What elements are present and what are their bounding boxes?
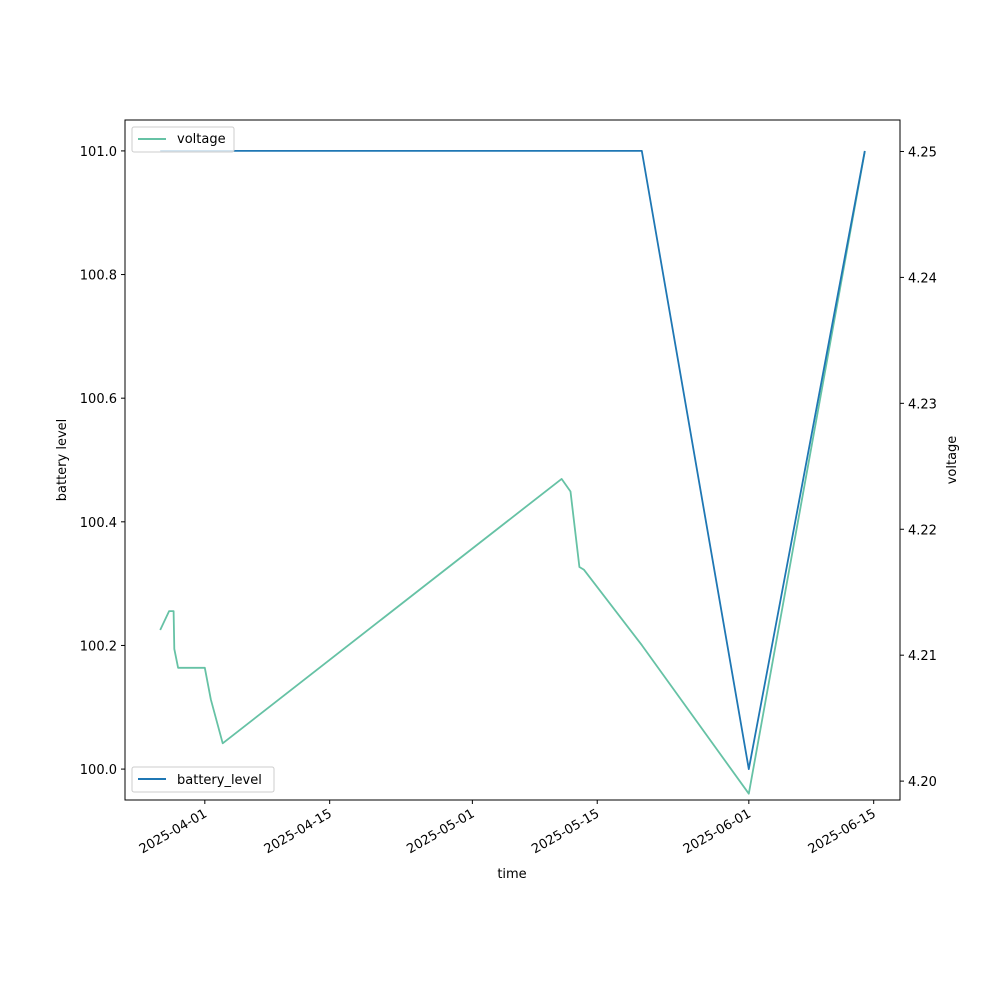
- x-axis-label: time: [497, 867, 526, 882]
- left-y-tick-label: 101.0: [80, 145, 117, 160]
- legend-battery-level: battery_level: [131, 766, 275, 793]
- left-y-tick-label: 100.6: [80, 392, 117, 407]
- x-tick-label: 2025-06-15: [806, 806, 879, 857]
- legend-voltage: voltage: [131, 126, 235, 153]
- x-tick-label: 2025-05-15: [529, 806, 602, 857]
- x-tick-label: 2025-05-01: [404, 806, 477, 857]
- right-y-axis-label: voltage: [945, 436, 960, 485]
- right-y-tick-label: 4.25: [908, 145, 937, 160]
- left-y-tick-label: 100.2: [80, 639, 117, 654]
- legend-battery-level-box: [131, 766, 275, 793]
- x-tick-label: 2025-04-01: [137, 806, 210, 857]
- series-line-battery-level: [160, 149, 866, 770]
- x-axis-ticks: 2025-04-01 2025-04-15 2025-05-01 2025-05-15…: [137, 800, 879, 857]
- left-y-tick-label: 100.4: [80, 516, 117, 531]
- right-y-axis-ticks: 4.20 4.21 4.22 4.23 4.24 4.25: [900, 145, 937, 790]
- series-line-voltage: [159, 151, 866, 795]
- plot-frame: [124, 119, 901, 801]
- left-y-tick-label: 100.0: [80, 763, 117, 778]
- right-y-tick-label: 4.22: [908, 523, 937, 538]
- right-y-tick-label: 4.24: [908, 271, 937, 286]
- left-y-axis-ticks: 100.0 100.2 100.4 100.6 100.8 101.0: [80, 145, 125, 778]
- legend-voltage-box: [131, 126, 235, 153]
- left-y-tick-label: 100.8: [80, 269, 117, 284]
- right-y-tick-label: 4.23: [908, 397, 937, 412]
- x-tick-label: 2025-04-15: [262, 806, 335, 857]
- x-tick-label: 2025-06-01: [681, 806, 754, 857]
- series-lines: [159, 149, 866, 795]
- legend-battery-level-label: battery_level: [177, 773, 262, 788]
- right-y-tick-label: 4.20: [908, 775, 937, 790]
- left-y-axis-label: battery level: [55, 419, 70, 502]
- right-y-tick-label: 4.21: [908, 649, 937, 664]
- legend-voltage-label: voltage: [177, 132, 226, 147]
